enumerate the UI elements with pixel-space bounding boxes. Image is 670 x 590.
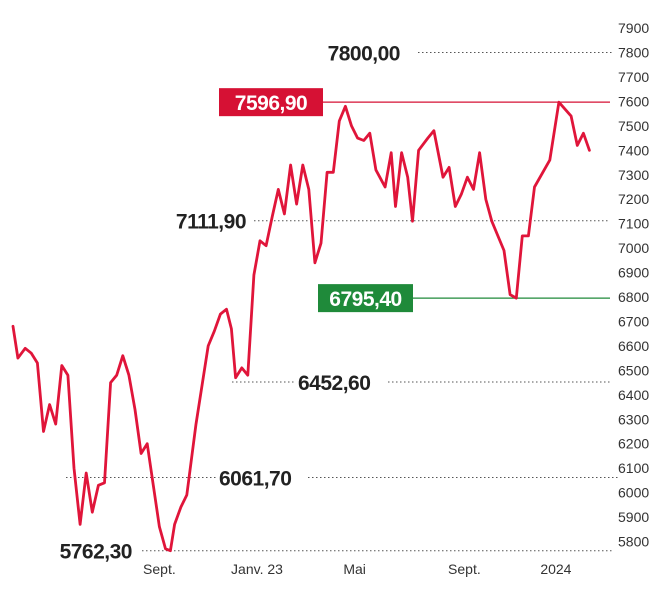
x-tick-label: Janv. 23 xyxy=(231,561,283,577)
y-tick-label: 6600 xyxy=(618,338,649,354)
y-tick-label: 6200 xyxy=(618,436,649,452)
level-label: 6061,70 xyxy=(219,468,291,491)
x-tick-label: 2024 xyxy=(540,561,571,577)
y-tick-label: 7400 xyxy=(618,142,649,158)
price-line-layer xyxy=(11,100,591,553)
y-tick-label: 6300 xyxy=(618,411,649,427)
high-label-box xyxy=(219,88,323,117)
high-label: 7596,90 xyxy=(235,92,307,115)
y-axis: 5800 5900 6000 6100 6200 6300 6400 6500 6600 6700… xyxy=(618,20,649,549)
x-tick-label: Sept. xyxy=(448,561,481,577)
y-tick-label: 6000 xyxy=(618,485,649,501)
y-tick-label: 5900 xyxy=(618,509,649,525)
reference-lines xyxy=(66,52,620,552)
low-label: 6795,40 xyxy=(329,288,401,311)
x-axis: Sept. Janv. 23 Mai Sept. 2024 xyxy=(143,561,572,577)
y-tick-label: 7800 xyxy=(618,45,649,61)
y-tick-label: 7700 xyxy=(618,69,649,85)
annotation-labels: 7800,00 7596,90 7111,90 6795,40 6452,60 6061,… xyxy=(60,43,413,564)
level-label: 6452,60 xyxy=(298,372,370,395)
level-label: 7800,00 xyxy=(328,43,400,66)
y-tick-label: 7600 xyxy=(618,93,649,109)
y-tick-label: 6500 xyxy=(618,362,649,378)
y-tick-label: 5800 xyxy=(618,534,649,550)
y-tick-label: 7000 xyxy=(618,240,649,256)
level-label: 7111,90 xyxy=(176,211,246,234)
y-tick-label: 6900 xyxy=(618,265,649,281)
price-series-line xyxy=(11,100,591,553)
low-label-box xyxy=(318,284,413,313)
y-tick-label: 7500 xyxy=(618,118,649,134)
y-tick-label: 6700 xyxy=(618,313,649,329)
y-tick-label: 7100 xyxy=(618,216,649,232)
y-tick-label: 6100 xyxy=(618,460,649,476)
y-tick-label: 6400 xyxy=(618,387,649,403)
y-tick-label: 6800 xyxy=(618,289,649,305)
x-tick-label: Mai xyxy=(343,561,366,577)
x-tick-label: Sept. xyxy=(143,561,176,577)
y-tick-label: 7200 xyxy=(618,191,649,207)
level-label: 5762,30 xyxy=(60,541,132,564)
y-tick-label: 7300 xyxy=(618,167,649,183)
y-tick-label: 7900 xyxy=(618,20,649,36)
